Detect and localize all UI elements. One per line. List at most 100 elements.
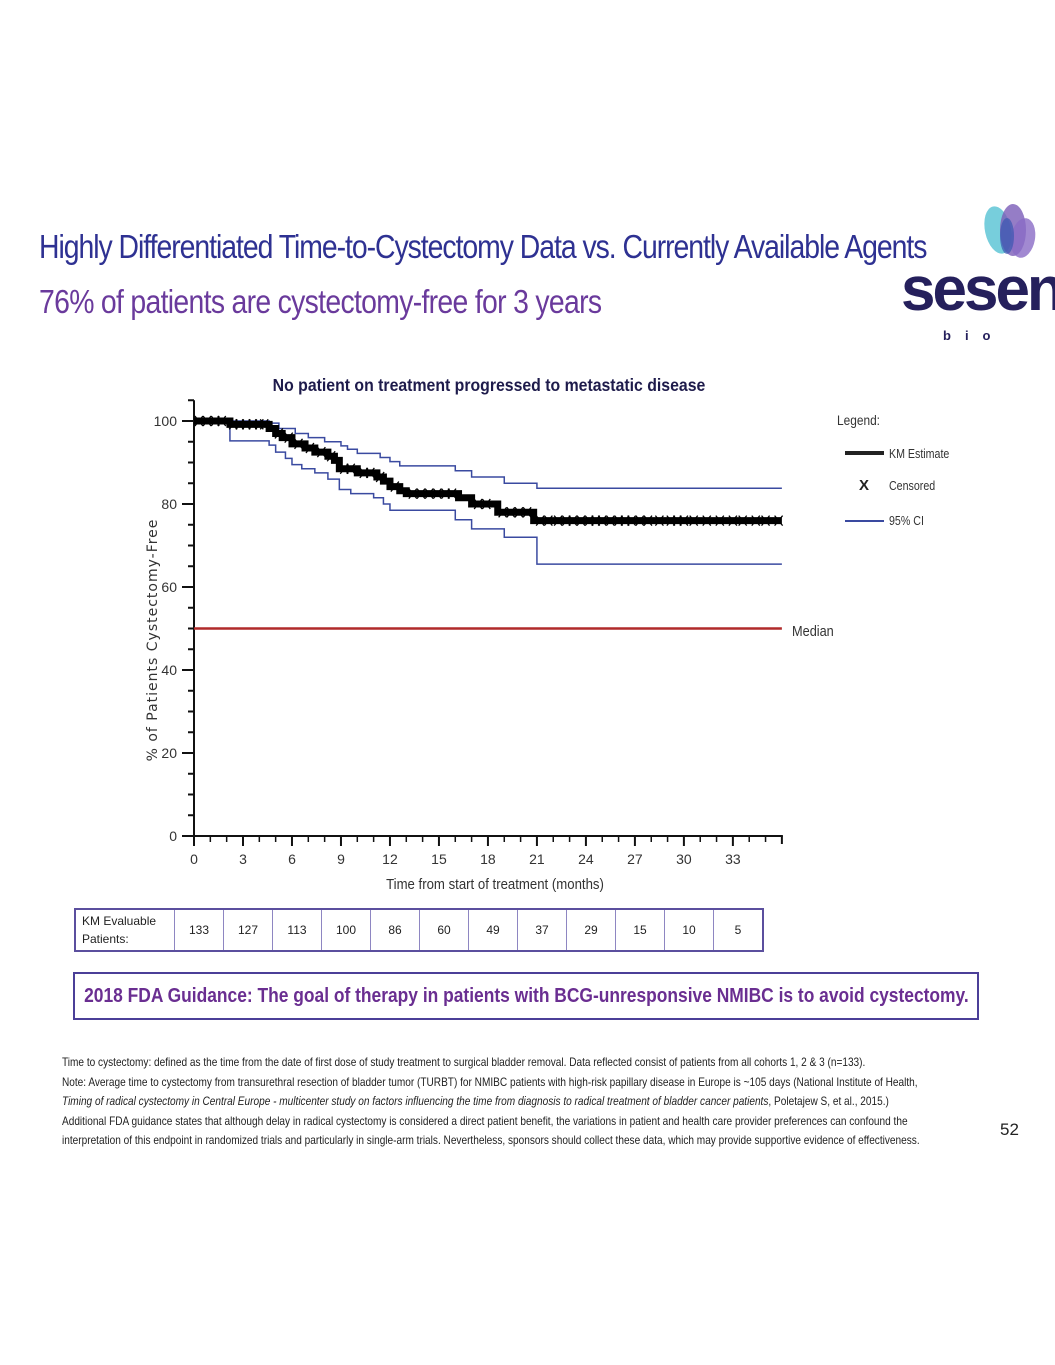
y-tick-label: 60 bbox=[161, 579, 177, 595]
censored-marker bbox=[643, 515, 653, 527]
censored-stroke bbox=[359, 467, 369, 479]
censored-marker bbox=[365, 467, 375, 479]
footnote-line: Time to cystectomy: defined as the time … bbox=[62, 1055, 866, 1069]
censored-marker bbox=[553, 515, 563, 527]
km-chart: No patient on treatment progressed to me… bbox=[145, 375, 950, 892]
censored-marker bbox=[728, 515, 738, 527]
censored-marker bbox=[346, 463, 356, 475]
x-tick-label: 24 bbox=[578, 851, 594, 867]
censored-marker bbox=[241, 418, 251, 430]
table-cell: 29 bbox=[566, 908, 616, 952]
censored-marker bbox=[440, 488, 450, 500]
censored-stroke bbox=[605, 515, 615, 527]
table-cell: 127 bbox=[223, 908, 273, 952]
censored-stroke bbox=[217, 415, 227, 427]
legend-heading: Legend: bbox=[837, 412, 880, 428]
table-cell: 10 bbox=[664, 908, 714, 952]
table-label-line1: KM Evaluable bbox=[82, 914, 157, 928]
table-cell: 60 bbox=[419, 908, 469, 952]
censored-marker bbox=[751, 515, 761, 527]
censored-stroke bbox=[194, 415, 204, 427]
footnotes: Time to cystectomy: defined as the time … bbox=[62, 1053, 962, 1151]
y-tick-label: 0 bbox=[169, 828, 177, 844]
y-axis-label: % of Patients Cystectomy-Free bbox=[145, 519, 161, 762]
censored-marker bbox=[672, 515, 682, 527]
censored-stroke bbox=[274, 428, 284, 439]
censored-stroke bbox=[326, 450, 336, 462]
censored-stroke bbox=[506, 506, 516, 518]
censored-stroke bbox=[774, 515, 784, 527]
censored-stroke bbox=[591, 515, 601, 527]
censored-marker bbox=[284, 432, 294, 444]
table-label-line2: Patients: bbox=[82, 932, 129, 946]
censored-stroke bbox=[202, 415, 212, 427]
censored-stroke bbox=[235, 418, 245, 430]
censored-marker bbox=[522, 506, 532, 518]
chart-title: No patient on treatment progressed to me… bbox=[273, 375, 706, 395]
censored-stroke bbox=[666, 515, 676, 527]
censored-stroke bbox=[284, 432, 294, 444]
x-tick-label: 15 bbox=[431, 851, 447, 867]
censored-marker bbox=[432, 488, 442, 500]
censored-marker bbox=[702, 515, 712, 527]
censored-stroke bbox=[568, 515, 578, 527]
censored-stroke bbox=[259, 418, 269, 430]
censored-marker bbox=[576, 515, 586, 527]
censored-marker bbox=[424, 488, 434, 500]
slide-subtitle: 76% of patients are cystectomy-free for … bbox=[39, 283, 602, 320]
censored-marker bbox=[390, 481, 400, 492]
censored-stroke bbox=[339, 463, 349, 475]
censored-stroke bbox=[408, 488, 418, 500]
censored-marker bbox=[235, 418, 245, 430]
censored-marker bbox=[408, 488, 418, 500]
ci-lower-line bbox=[194, 420, 782, 565]
y-tick-label: 100 bbox=[154, 413, 178, 429]
censored-stroke bbox=[522, 506, 532, 518]
censored-marker bbox=[447, 488, 457, 500]
logo-wordmark: sesen bbox=[901, 255, 1055, 324]
censored-stroke bbox=[416, 488, 426, 500]
censored-marker bbox=[620, 515, 630, 527]
censored-stroke bbox=[498, 506, 508, 518]
censored-marker bbox=[774, 515, 784, 527]
censored-marker bbox=[679, 515, 689, 527]
censored-marker bbox=[514, 506, 524, 518]
km-evaluable-table: KM Evaluable Patients: 133 127 113 100 8… bbox=[74, 908, 764, 952]
legend-censored-label: Censored bbox=[889, 478, 935, 493]
censored-stroke bbox=[751, 515, 761, 527]
censored-stroke bbox=[576, 515, 586, 527]
footnote-line: Additional FDA guidance states that alth… bbox=[62, 1113, 908, 1128]
x-tick-label: 0 bbox=[190, 851, 198, 867]
censored-marker bbox=[375, 471, 385, 483]
censored-marker bbox=[614, 515, 624, 527]
censored-stroke bbox=[316, 446, 326, 458]
censored-marker bbox=[217, 415, 227, 427]
km-estimate-line bbox=[194, 417, 782, 525]
censored-marker bbox=[591, 515, 601, 527]
ci-upper-line bbox=[194, 420, 782, 489]
censored-stroke bbox=[365, 467, 375, 479]
censored-marker bbox=[561, 515, 571, 527]
censored-marker bbox=[248, 418, 258, 430]
censored-marker bbox=[339, 463, 349, 475]
censored-stroke bbox=[346, 463, 356, 475]
censored-stroke bbox=[620, 515, 630, 527]
censored-marker bbox=[228, 418, 238, 430]
censored-marker bbox=[416, 488, 426, 500]
legend-ci-label: 95% CI bbox=[889, 513, 924, 528]
footnote-line: Note: Average time to cystectomy from tr… bbox=[62, 1074, 918, 1089]
censored-stroke bbox=[447, 488, 457, 500]
series-group bbox=[194, 415, 784, 565]
x-tick-label: 9 bbox=[337, 851, 345, 867]
censored-stroke bbox=[702, 515, 712, 527]
censored-stroke bbox=[514, 506, 524, 518]
censored-marker bbox=[498, 506, 508, 518]
censored-stroke bbox=[561, 515, 571, 527]
censored-marker bbox=[597, 515, 607, 527]
censored-marker bbox=[568, 515, 578, 527]
slide-title: Highly Differentiated Time-to-Cystectomy… bbox=[39, 228, 927, 265]
censored-stroke bbox=[432, 488, 442, 500]
censored-stroke bbox=[543, 515, 553, 527]
petals-logo-icon bbox=[984, 204, 1036, 258]
table-cell: 49 bbox=[468, 908, 518, 952]
